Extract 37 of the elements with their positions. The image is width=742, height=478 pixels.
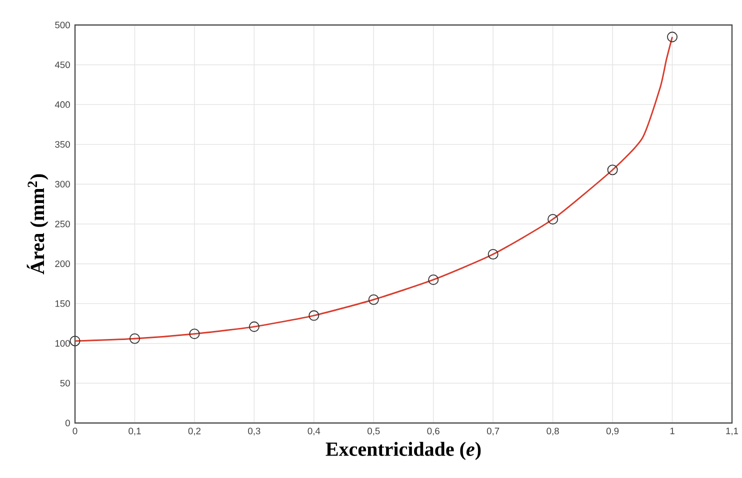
x-tick-label: 0,2	[188, 428, 200, 436]
x-tick-label: 0,3	[248, 428, 260, 436]
point	[368, 294, 379, 305]
point	[308, 310, 320, 321]
x-tick-label: 0	[72, 428, 78, 434]
y-tick-label: 400	[54, 101, 70, 108]
y-tick-label: 350	[55, 141, 70, 148]
y-tick-label: 0	[65, 420, 70, 426]
x-tick-label: 1	[670, 428, 674, 434]
x-tick-label: 0,5	[368, 428, 380, 436]
y-tick-label: 300	[55, 180, 70, 188]
point	[607, 164, 618, 176]
x-tick-label: 0,4	[308, 428, 320, 436]
x-tick-label: 0,1	[128, 428, 141, 436]
x-tick-label: 0,8	[546, 428, 559, 436]
point	[70, 336, 80, 346]
point	[667, 32, 678, 42]
line-series	[74, 36, 674, 342]
point	[548, 214, 558, 224]
y-tick-label: 500	[55, 22, 70, 28]
y-tick-label: 150	[55, 300, 70, 307]
y-tick-label: 450	[54, 62, 70, 68]
point	[189, 328, 200, 340]
point	[428, 274, 439, 285]
y-tick-label: 250	[55, 220, 70, 228]
y-tick-label: 100	[55, 340, 70, 347]
x-tick-label: 0,6	[427, 428, 440, 436]
x-tick-label: 0,9	[606, 428, 619, 436]
point	[248, 321, 260, 332]
point	[488, 248, 498, 260]
x-axis-title: Excentricidade (e)	[326, 442, 481, 460]
x-tick-label: 0,7	[486, 428, 500, 436]
x-tick-label: 1,1	[726, 428, 738, 436]
y-axis-title: Área (mm$^{2}$)	[26, 174, 48, 274]
point	[129, 333, 140, 344]
y-tick-label: 200	[55, 260, 70, 268]
y-tick-label: 50	[60, 380, 70, 386]
